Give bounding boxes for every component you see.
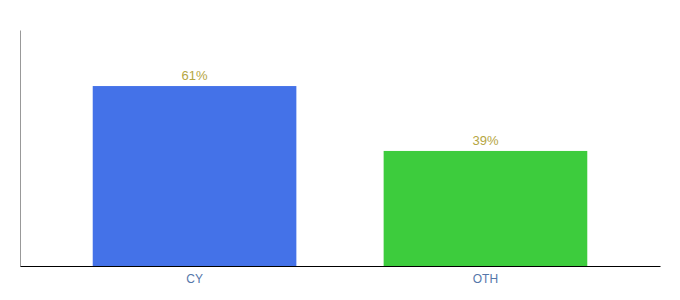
x-tick-label: OTH bbox=[473, 272, 498, 286]
x-tick: CY bbox=[186, 272, 203, 286]
data-label: 61% bbox=[182, 68, 208, 83]
y-axis bbox=[20, 31, 21, 267]
x-axis-line bbox=[21, 266, 661, 267]
bars bbox=[93, 86, 588, 266]
x-axis: CY OTH bbox=[21, 267, 661, 286]
x-tick-label: CY bbox=[186, 272, 203, 286]
data-label: 39% bbox=[472, 133, 498, 148]
plot: CY OTH 61% 39% bbox=[21, 31, 661, 286]
bar bbox=[93, 86, 297, 266]
bar bbox=[384, 151, 588, 266]
chart: CY OTH 61% 39% bbox=[0, 0, 680, 300]
y-axis-line bbox=[20, 31, 21, 267]
x-tick: OTH bbox=[473, 272, 498, 286]
data-labels: 61% 39% bbox=[182, 68, 499, 148]
